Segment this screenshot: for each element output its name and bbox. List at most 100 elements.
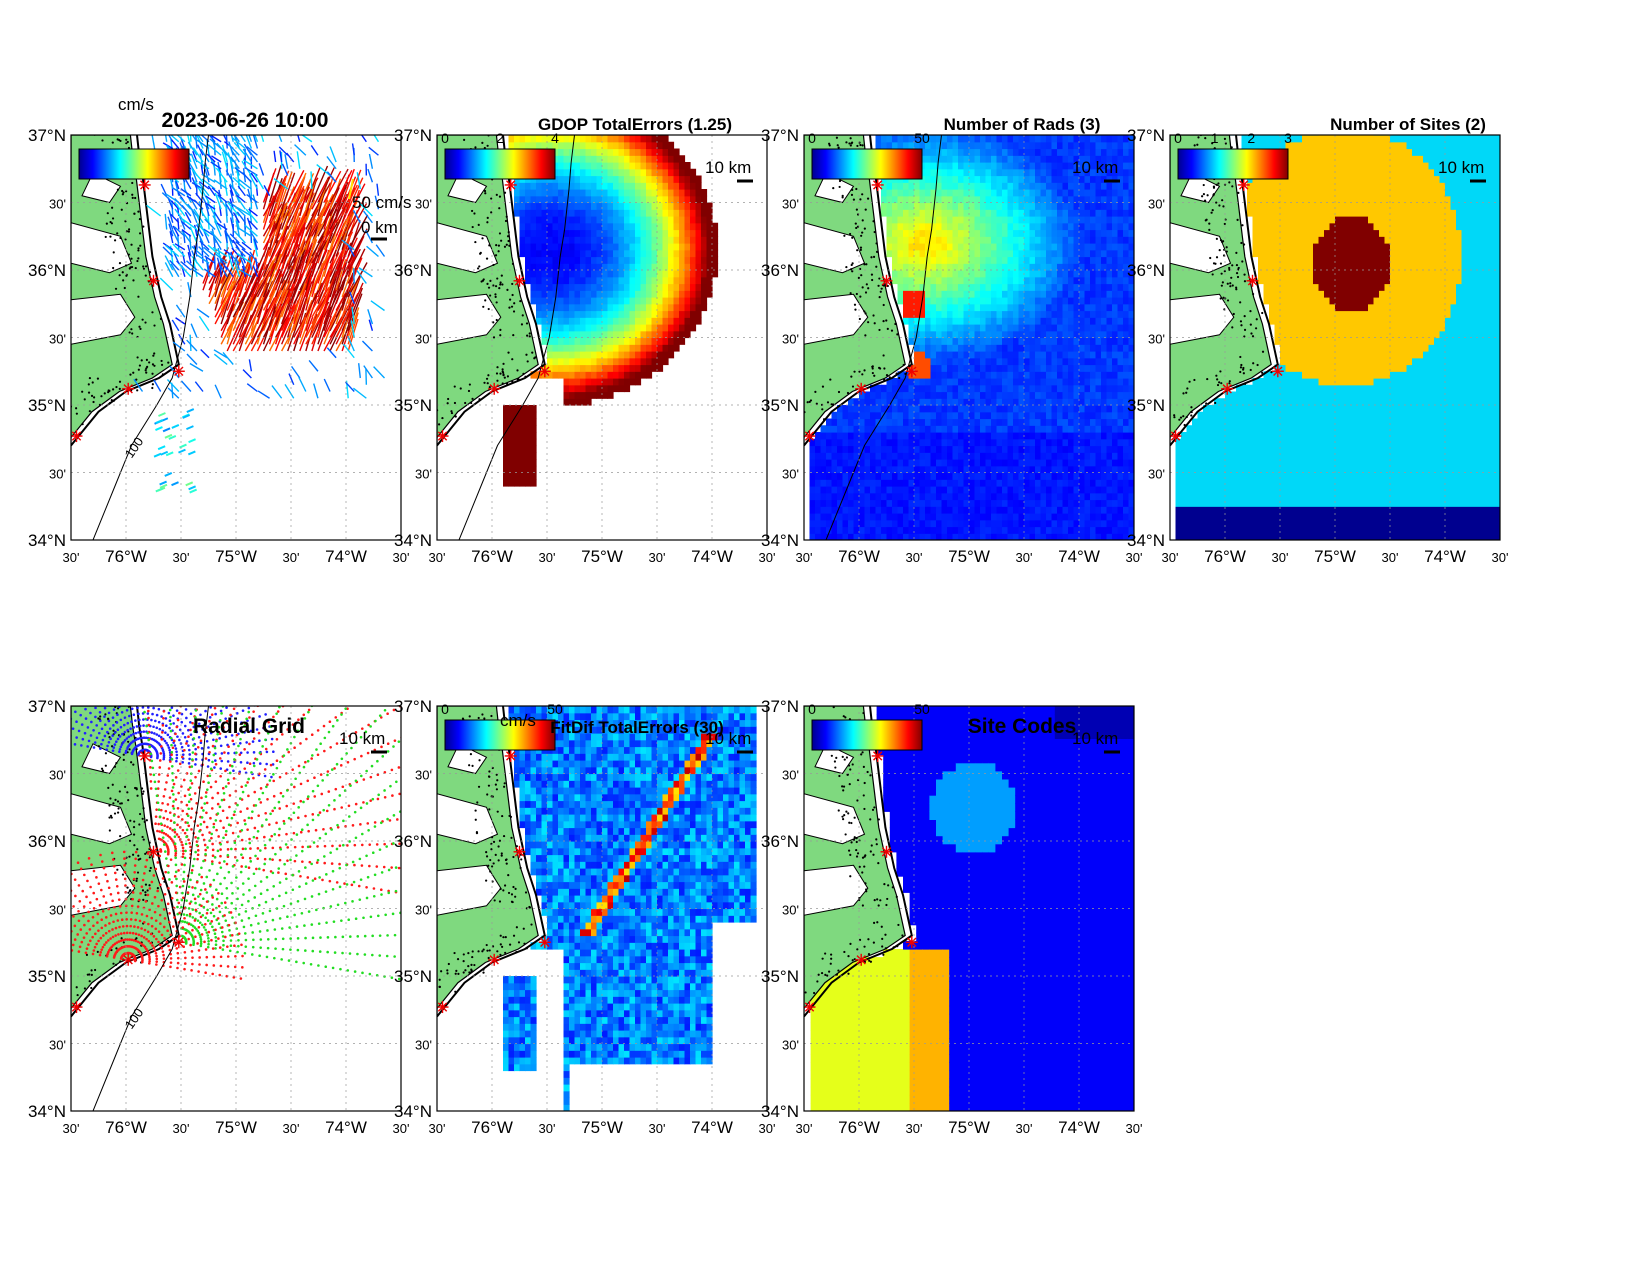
coast-dot [487, 374, 490, 377]
heat-cell [941, 263, 948, 271]
coast-dot [137, 368, 140, 371]
heat-cell [1046, 141, 1053, 150]
heat-cell [1068, 303, 1075, 312]
heat-cell [695, 290, 702, 298]
heat-cell [651, 263, 658, 271]
heat-cell [712, 243, 719, 251]
heat-cell [886, 405, 893, 413]
heat-cell [1057, 182, 1064, 190]
heat-cell [530, 202, 537, 210]
heat-cell [596, 162, 603, 170]
heat-cell [980, 222, 987, 231]
heat-cell [618, 155, 625, 163]
heat-cell [1013, 499, 1020, 507]
coast-dot [138, 325, 141, 328]
heat-cell [974, 492, 981, 501]
heat-cell [673, 243, 680, 251]
heat-cell [1057, 297, 1064, 305]
heat-cell [914, 486, 921, 494]
heat-cell [1046, 513, 1053, 521]
heat-cell [996, 290, 1003, 298]
heat-cell [903, 513, 910, 521]
heat-cell [925, 405, 932, 413]
heat-cell [662, 236, 669, 244]
heat-cell [952, 297, 959, 305]
heat-cell [712, 249, 719, 258]
heat-cell [925, 378, 932, 386]
heat-cell [580, 175, 587, 183]
heat-cell [897, 405, 904, 413]
heat-cell [519, 216, 526, 224]
current-arrow [193, 180, 204, 197]
heat-cell [640, 317, 647, 325]
heat-cell [963, 506, 970, 514]
heat-cell [1029, 263, 1036, 271]
heat-cell [941, 337, 948, 345]
heat-cell [991, 175, 998, 183]
scale-bar-label: 10 km [705, 158, 751, 177]
current-arrow [181, 220, 192, 231]
heat-cell [958, 216, 965, 224]
heat-cell [980, 486, 987, 494]
heat-cell [596, 209, 603, 217]
heat-cell [809, 445, 816, 453]
current-arrow [311, 176, 330, 210]
heat-cell [1007, 486, 1014, 494]
heat-cell [591, 155, 598, 163]
heat-cell [662, 175, 669, 183]
heat-cell [690, 202, 697, 210]
heat-cell [1073, 513, 1080, 521]
heat-cell [1035, 438, 1042, 447]
current-arrow [375, 244, 386, 257]
heat-cell [892, 276, 899, 285]
heat-cell [618, 357, 625, 366]
heat-cell [607, 189, 614, 197]
heat-cell [596, 276, 603, 285]
heat-cell [1018, 182, 1025, 190]
heat-cell [668, 324, 675, 332]
heat-cell [864, 513, 871, 521]
heat-cell [624, 162, 631, 170]
heat-cell [701, 236, 708, 244]
heat-cell [552, 263, 559, 271]
heat-cell [1073, 472, 1080, 480]
heat-cell [684, 270, 691, 278]
heat-cell [1029, 486, 1036, 494]
heat-cell [859, 432, 866, 440]
lon-tick-label: 75°W [215, 547, 257, 566]
heat-cell [925, 452, 932, 460]
heat-cell [569, 243, 576, 251]
current-arrow [361, 340, 373, 352]
coast-dot [519, 300, 522, 303]
current-arrow [195, 253, 210, 264]
coast-dot [47, 427, 49, 429]
heat-cell [870, 479, 877, 487]
heat-cell [947, 148, 954, 156]
heat-cell [607, 351, 614, 359]
lat-tick-label: 30' [415, 467, 432, 482]
heat-cell [985, 499, 992, 507]
heat-cell [853, 526, 860, 534]
heat-cell [635, 317, 642, 325]
heat-cell [980, 533, 987, 540]
current-arrow [245, 208, 258, 224]
heat-cell [1024, 465, 1031, 474]
heat-cell [629, 202, 636, 210]
heat-cell [963, 249, 970, 258]
heat-cell [640, 263, 647, 271]
current-arrow [326, 347, 337, 359]
heat-cell [848, 438, 855, 447]
heat-cell [646, 256, 653, 264]
heat-cell [958, 486, 965, 494]
heat-cell [536, 276, 543, 285]
coast-dot [112, 251, 115, 254]
current-arrow [248, 359, 253, 372]
heat-cell [820, 438, 827, 447]
coast-dot [101, 139, 104, 142]
heat-cell [809, 465, 816, 474]
heat-cell [607, 384, 614, 393]
heat-cell [1051, 364, 1058, 372]
heat-cell [974, 202, 981, 210]
heat-cell [980, 506, 987, 514]
heat-cell [991, 310, 998, 318]
